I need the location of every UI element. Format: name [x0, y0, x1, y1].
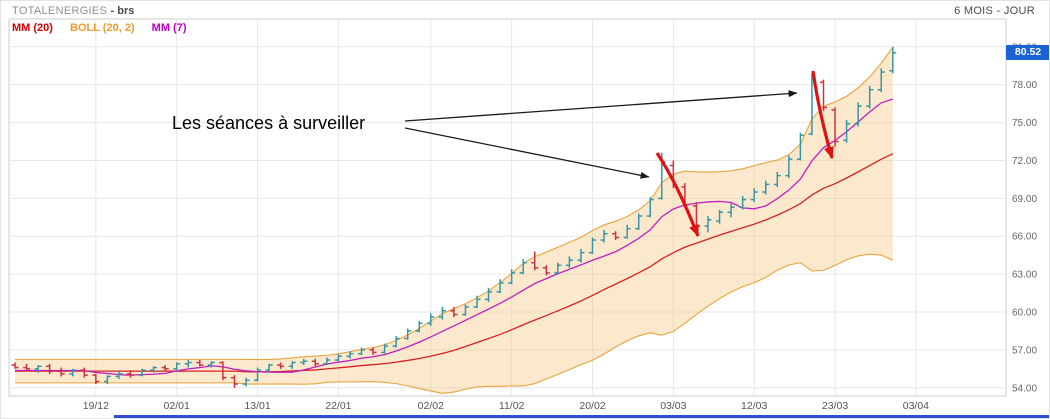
legend-mm20: MM (20) [12, 22, 53, 34]
svg-text:60.00: 60.00 [1012, 308, 1037, 319]
svg-text:78.00: 78.00 [1012, 80, 1037, 91]
svg-text:02/02: 02/02 [418, 400, 444, 412]
svg-text:72.00: 72.00 [1012, 156, 1037, 167]
svg-text:11/02: 11/02 [499, 400, 525, 412]
instrument-name: TOTALENERGIES [12, 5, 108, 17]
ohlc-bars-layer [11, 46, 897, 388]
instrument-suffix: - brs [110, 5, 135, 17]
axis-labels-layer: 81.0078.0075.0072.0069.0066.0063.0060.00… [83, 42, 1038, 412]
svg-text:02/01: 02/01 [164, 400, 190, 412]
legend-bollinger: BOLL (20, 2) [70, 22, 135, 34]
range-slider-bar[interactable] [114, 415, 1049, 418]
bollinger-band [15, 46, 894, 394]
moving-average-lines [15, 98, 894, 376]
svg-text:12/03: 12/03 [741, 400, 767, 412]
svg-text:69.00: 69.00 [1012, 194, 1037, 205]
svg-text:20/02: 20/02 [579, 400, 605, 412]
svg-text:66.00: 66.00 [1012, 232, 1037, 243]
svg-text:63.00: 63.00 [1012, 270, 1037, 281]
svg-text:57.00: 57.00 [1012, 345, 1037, 356]
svg-text:75.00: 75.00 [1012, 118, 1037, 129]
svg-text:23/03: 23/03 [822, 400, 848, 412]
legend-mm7: MM (7) [151, 22, 187, 34]
svg-text:03/03: 03/03 [660, 400, 686, 412]
svg-text:54.00: 54.00 [1012, 383, 1037, 394]
svg-text:13/01: 13/01 [244, 400, 270, 412]
svg-text:19/12: 19/12 [83, 400, 109, 412]
timeframe-label: 6 MOIS - JOUR [954, 5, 1035, 17]
instrument-title: TOTALENERGIES - brs [12, 5, 134, 17]
annotation-arrows-layer [404, 70, 834, 237]
indicator-legend: MM (20) BOLL (20, 2) MM (7) [12, 22, 201, 34]
last-price-badge: 80.52 [1006, 44, 1049, 60]
svg-text:22/01: 22/01 [325, 400, 351, 412]
svg-text:03/04: 03/04 [903, 400, 929, 412]
grid-layer [8, 18, 1007, 397]
annotation-text: Les séances à surveiller [172, 113, 366, 133]
